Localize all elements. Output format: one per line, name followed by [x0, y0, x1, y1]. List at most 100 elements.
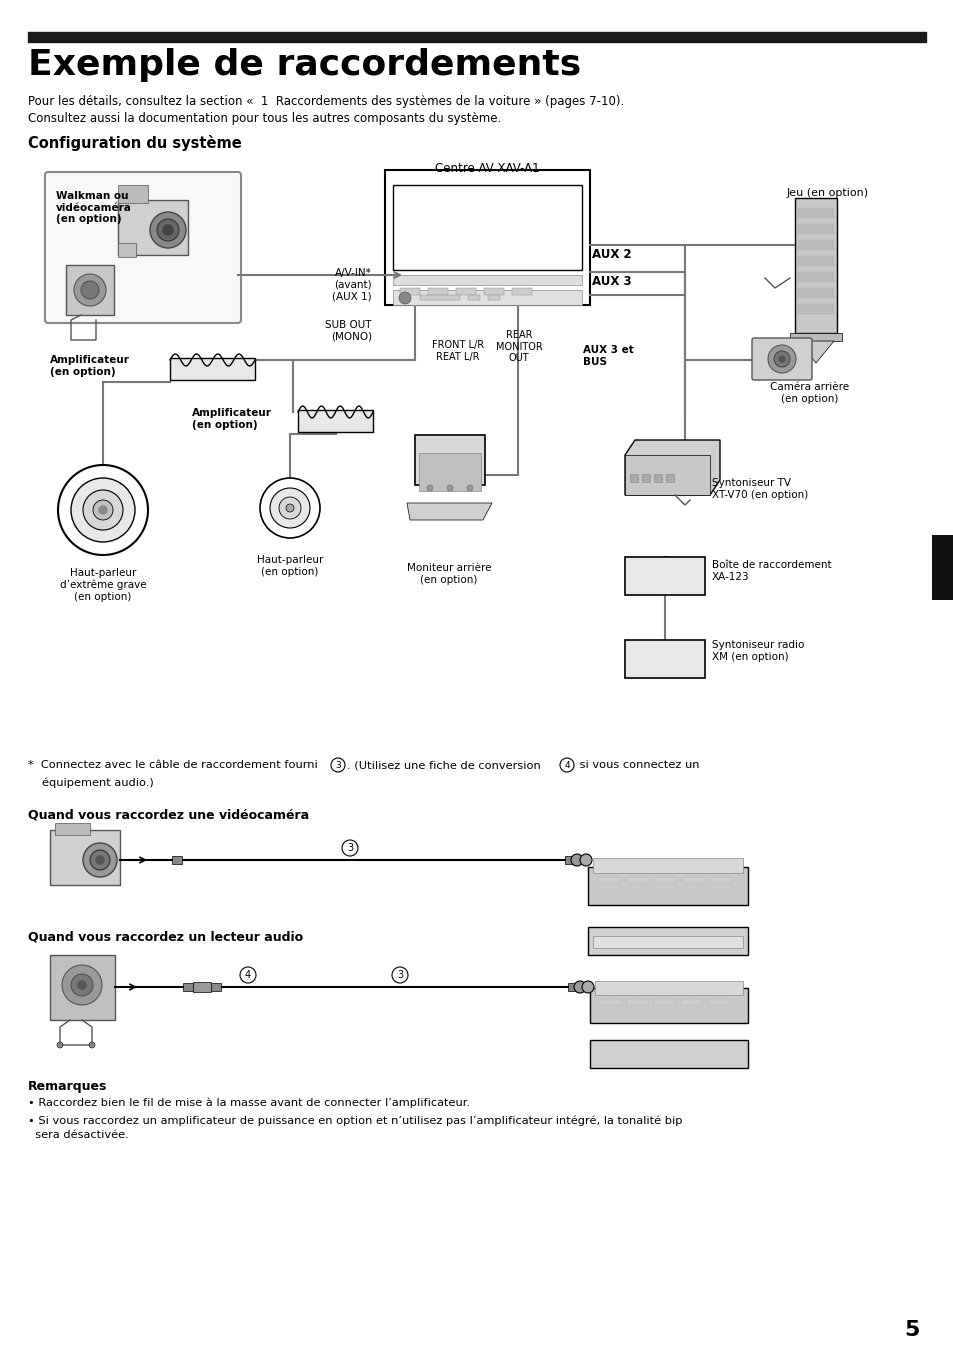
Bar: [797, 208, 833, 218]
Text: Syntoniseur TV
XT-V70 (en option): Syntoniseur TV XT-V70 (en option): [711, 479, 807, 500]
Bar: [593, 936, 742, 948]
Circle shape: [83, 491, 123, 530]
Text: Moniteur arrière
(en option): Moniteur arrière (en option): [406, 563, 491, 585]
Text: SUB OUT
(MONO): SUB OUT (MONO): [325, 319, 372, 341]
FancyBboxPatch shape: [45, 173, 241, 324]
Bar: [512, 288, 532, 295]
Text: Caméra arrière
(en option): Caméra arrière (en option): [770, 381, 849, 403]
Bar: [183, 983, 193, 991]
Bar: [709, 878, 731, 883]
Text: FRONT L/R
REAT L/R: FRONT L/R REAT L/R: [432, 340, 483, 361]
Bar: [654, 999, 675, 1006]
Bar: [681, 878, 703, 883]
Circle shape: [392, 967, 408, 983]
Circle shape: [467, 485, 473, 491]
Bar: [488, 295, 499, 301]
Text: • Si vous raccordez un amplificateur de puissance en option et n’utilisez pas l’: • Si vous raccordez un amplificateur de …: [28, 1115, 681, 1126]
Polygon shape: [624, 439, 720, 495]
Text: Exemple de raccordements: Exemple de raccordements: [28, 49, 580, 82]
Bar: [50, 954, 115, 1020]
Text: 3: 3: [396, 971, 402, 980]
Bar: [172, 856, 182, 864]
Bar: [707, 999, 728, 1006]
Bar: [797, 256, 833, 266]
Circle shape: [62, 965, 102, 1006]
Bar: [654, 474, 661, 483]
Text: Haut-parleur
d’extrême grave
(en option): Haut-parleur d’extrême grave (en option): [60, 568, 146, 601]
Text: 3: 3: [347, 842, 353, 853]
Text: Quand vous raccordez un lecteur audio: Quand vous raccordez un lecteur audio: [28, 930, 303, 944]
Text: Configuration du système: Configuration du système: [28, 135, 241, 151]
Text: Amplificateur
(en option): Amplificateur (en option): [50, 355, 130, 376]
Circle shape: [571, 855, 582, 865]
Text: Consultez aussi la documentation pour tous les autres composants du système.: Consultez aussi la documentation pour to…: [28, 112, 500, 125]
Text: 5: 5: [903, 1320, 919, 1340]
Circle shape: [581, 981, 594, 993]
Bar: [456, 288, 476, 295]
Text: A/V-IN*
(avant)
(AUX 1): A/V-IN* (avant) (AUX 1): [332, 268, 372, 301]
Circle shape: [71, 975, 92, 996]
Circle shape: [99, 506, 107, 514]
Bar: [797, 288, 833, 298]
Bar: [641, 474, 649, 483]
Bar: [66, 266, 113, 315]
Text: Jeu (en option): Jeu (en option): [786, 187, 868, 198]
Bar: [789, 333, 841, 341]
Bar: [55, 824, 90, 834]
Polygon shape: [407, 503, 492, 520]
Bar: [483, 288, 503, 295]
Polygon shape: [797, 341, 833, 363]
Bar: [629, 474, 638, 483]
Text: Remarques: Remarques: [28, 1080, 108, 1093]
Bar: [193, 981, 211, 992]
Circle shape: [447, 485, 453, 491]
Bar: [50, 830, 120, 886]
Bar: [624, 456, 709, 495]
Bar: [589, 1041, 747, 1068]
Circle shape: [278, 497, 301, 519]
Text: Centre AV XAV-A1: Centre AV XAV-A1: [435, 162, 538, 175]
Circle shape: [92, 500, 112, 520]
Bar: [118, 200, 188, 255]
Bar: [654, 878, 676, 883]
Bar: [415, 435, 484, 485]
FancyBboxPatch shape: [751, 338, 811, 380]
Bar: [211, 983, 221, 991]
Bar: [297, 410, 373, 431]
Bar: [599, 999, 620, 1006]
Text: équipement audio.): équipement audio.): [42, 776, 153, 787]
Bar: [393, 275, 581, 284]
Text: Boîte de raccordement
XA-123: Boîte de raccordement XA-123: [711, 559, 831, 581]
Bar: [564, 856, 575, 864]
Bar: [118, 243, 136, 257]
Circle shape: [90, 851, 110, 869]
Circle shape: [58, 465, 148, 555]
Text: sera désactivée.: sera désactivée.: [28, 1130, 129, 1140]
Text: *  Connectez avec le câble de raccordement fourni: * Connectez avec le câble de raccordemen…: [28, 760, 321, 770]
Text: Pour les détails, consultez la section «  1  Raccordements des systèmes de la vo: Pour les détails, consultez la section «…: [28, 94, 623, 108]
Circle shape: [157, 218, 179, 241]
Text: AUX 2: AUX 2: [592, 248, 631, 262]
Bar: [385, 170, 589, 305]
Circle shape: [398, 293, 411, 305]
Circle shape: [89, 1042, 95, 1047]
Bar: [567, 983, 578, 991]
Bar: [797, 240, 833, 249]
Bar: [680, 999, 701, 1006]
Text: AUX 3 et
BUS: AUX 3 et BUS: [582, 345, 633, 367]
Bar: [587, 927, 747, 954]
Bar: [399, 288, 419, 295]
Bar: [626, 999, 647, 1006]
Circle shape: [57, 1042, 63, 1047]
Circle shape: [96, 856, 104, 864]
Bar: [625, 878, 647, 883]
Bar: [797, 305, 833, 314]
Circle shape: [74, 274, 106, 306]
Bar: [28, 32, 925, 42]
Bar: [419, 295, 459, 301]
Text: si vous connectez un: si vous connectez un: [576, 760, 699, 770]
Bar: [587, 867, 747, 905]
Circle shape: [150, 212, 186, 248]
Circle shape: [240, 967, 255, 983]
Bar: [468, 295, 479, 301]
